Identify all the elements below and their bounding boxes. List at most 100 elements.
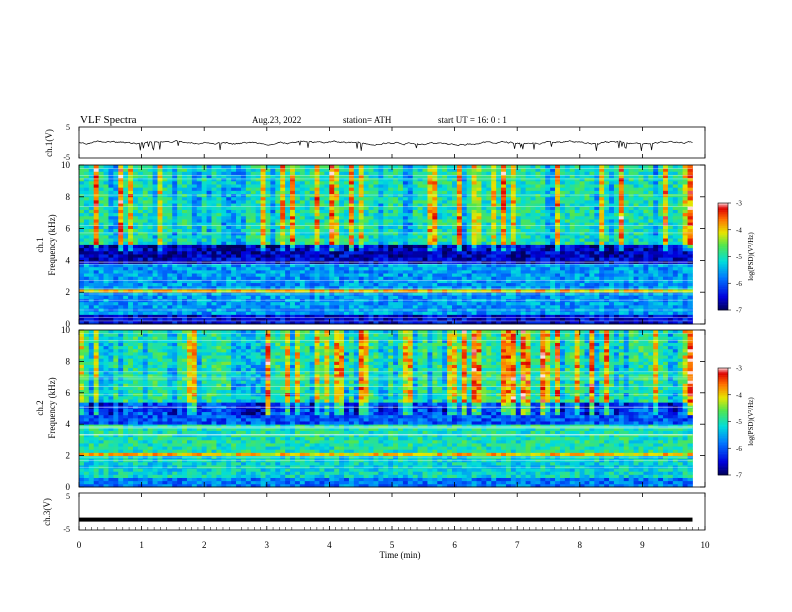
- spectrogram-cell: [368, 295, 374, 299]
- spectrogram-cell: [196, 263, 203, 268]
- spectrogram-cell: [412, 276, 419, 280]
- spectrogram-cell: [201, 222, 208, 226]
- spectrogram-cell: [520, 187, 527, 191]
- spectrogram-cell: [339, 238, 345, 242]
- spectrogram-cell: [505, 168, 512, 172]
- spectrogram-cell: [240, 295, 247, 299]
- spectrogram-cell: [221, 231, 227, 236]
- spectrogram-cell: [550, 228, 556, 233]
- spectrogram-cell: [211, 279, 217, 284]
- spectrogram-cell: [324, 234, 330, 239]
- spectrogram-cell: [505, 165, 512, 169]
- ch1-ytick-bottom: -5: [63, 153, 70, 162]
- spectrogram-cell: [461, 193, 468, 198]
- spectrogram-cell: [226, 244, 232, 249]
- spectrogram-cell: [452, 190, 458, 195]
- spectrogram-cell: [108, 219, 114, 223]
- spectrogram-cell: [461, 168, 468, 172]
- spectrogram-cell: [334, 225, 340, 229]
- spectrogram-cell: [530, 225, 536, 229]
- spectrogram-cell: [535, 184, 541, 188]
- spectrogram-cell: [393, 320, 399, 325]
- spectrogram-cell: [559, 225, 566, 229]
- spectrogram-cell: [201, 219, 208, 223]
- spectrogram-cell: [476, 266, 482, 271]
- spectrogram-cell: [363, 311, 369, 315]
- spectrogram-cell: [255, 225, 261, 229]
- spectrogram-cell: [147, 254, 154, 258]
- spectrogram-cell: [201, 203, 208, 207]
- spectrogram-cell: [329, 241, 335, 245]
- spectrogram-cell: [486, 289, 492, 293]
- spectrogram-cell: [211, 314, 217, 319]
- spectrogram-cell: [118, 269, 124, 274]
- spectrogram-cell: [128, 212, 134, 217]
- spectrogram-cell: [447, 301, 453, 306]
- spectrogram-cell: [515, 184, 522, 188]
- spectrogram-cell: [201, 295, 208, 299]
- spectrogram-cell: [559, 165, 566, 169]
- spectrogram-cell: [270, 177, 276, 182]
- spectrogram-cell: [393, 282, 399, 287]
- spectrogram-cell: [211, 311, 217, 315]
- spectrogram-cell: [137, 279, 144, 284]
- spectrogram-cell: [378, 231, 384, 236]
- spectrogram-cell: [427, 184, 433, 188]
- spectrogram-cell: [353, 247, 360, 252]
- spectrogram-cell: [540, 184, 546, 188]
- spectrogram-cell: [447, 177, 453, 182]
- spectrogram-cell: [540, 257, 546, 261]
- spectrogram-cell: [270, 254, 276, 258]
- spectrogram-cell: [348, 250, 355, 255]
- spectrogram-cell: [437, 276, 443, 280]
- spectrogram-cell: [103, 222, 109, 226]
- spectrogram-cell: [275, 228, 281, 233]
- spectrogram-cell: [496, 263, 502, 268]
- spectrogram-cell: [255, 295, 261, 299]
- spectrogram-cell: [540, 304, 546, 309]
- spectrogram-cell: [113, 285, 119, 290]
- spectrogram-cell: [294, 177, 301, 182]
- spectrogram-cell: [167, 250, 173, 255]
- spectrogram-cell: [167, 247, 173, 252]
- spectrogram-cell: [167, 174, 173, 179]
- spectrogram-cell: [505, 199, 512, 204]
- spectrogram-cell: [501, 317, 507, 322]
- spectrogram-cell: [515, 244, 522, 249]
- spectrogram-cell: [334, 289, 340, 293]
- spectrogram-cell: [191, 276, 198, 280]
- spectrogram-cell: [275, 196, 281, 201]
- spectrogram-cell: [280, 228, 286, 233]
- spectrogram-cell: [432, 228, 438, 233]
- spectrogram-cell: [245, 238, 252, 242]
- spectrogram-cell: [88, 225, 95, 229]
- spectrogram-cell: [407, 276, 414, 280]
- spectrogram-cell: [231, 250, 237, 255]
- spectrogram-cell: [216, 269, 222, 274]
- spectrogram-cell: [339, 301, 345, 306]
- spectrogram-cell: [250, 317, 257, 322]
- spectrogram-cell: [412, 247, 419, 252]
- spectrogram-cell: [564, 279, 571, 284]
- spectrogram-cell: [196, 190, 203, 195]
- spectrogram-cell: [476, 244, 482, 249]
- spectrogram-cell: [236, 199, 242, 204]
- spectrogram-cell: [309, 212, 315, 217]
- spectrogram-cell: [466, 276, 473, 280]
- spectrogram-cell: [348, 247, 355, 252]
- spectrogram-cell: [162, 203, 168, 207]
- spectrogram-cell: [255, 165, 261, 169]
- spectrogram-cell: [437, 238, 443, 242]
- spectrogram-cell: [353, 193, 360, 198]
- spectrogram-cell: [348, 174, 355, 179]
- spectrogram-cell: [491, 254, 497, 258]
- spectrogram-cell: [535, 244, 541, 249]
- spectrogram-cell: [471, 206, 477, 210]
- spectrogram-cell: [304, 304, 311, 309]
- spectrogram-cell: [137, 311, 144, 315]
- spectrogram-cell: [206, 320, 212, 325]
- spectrogram-cell: [353, 190, 360, 195]
- spectrogram-cell: [255, 199, 261, 204]
- spectrogram-cell: [113, 174, 119, 179]
- spectrogram-cell: [240, 165, 247, 169]
